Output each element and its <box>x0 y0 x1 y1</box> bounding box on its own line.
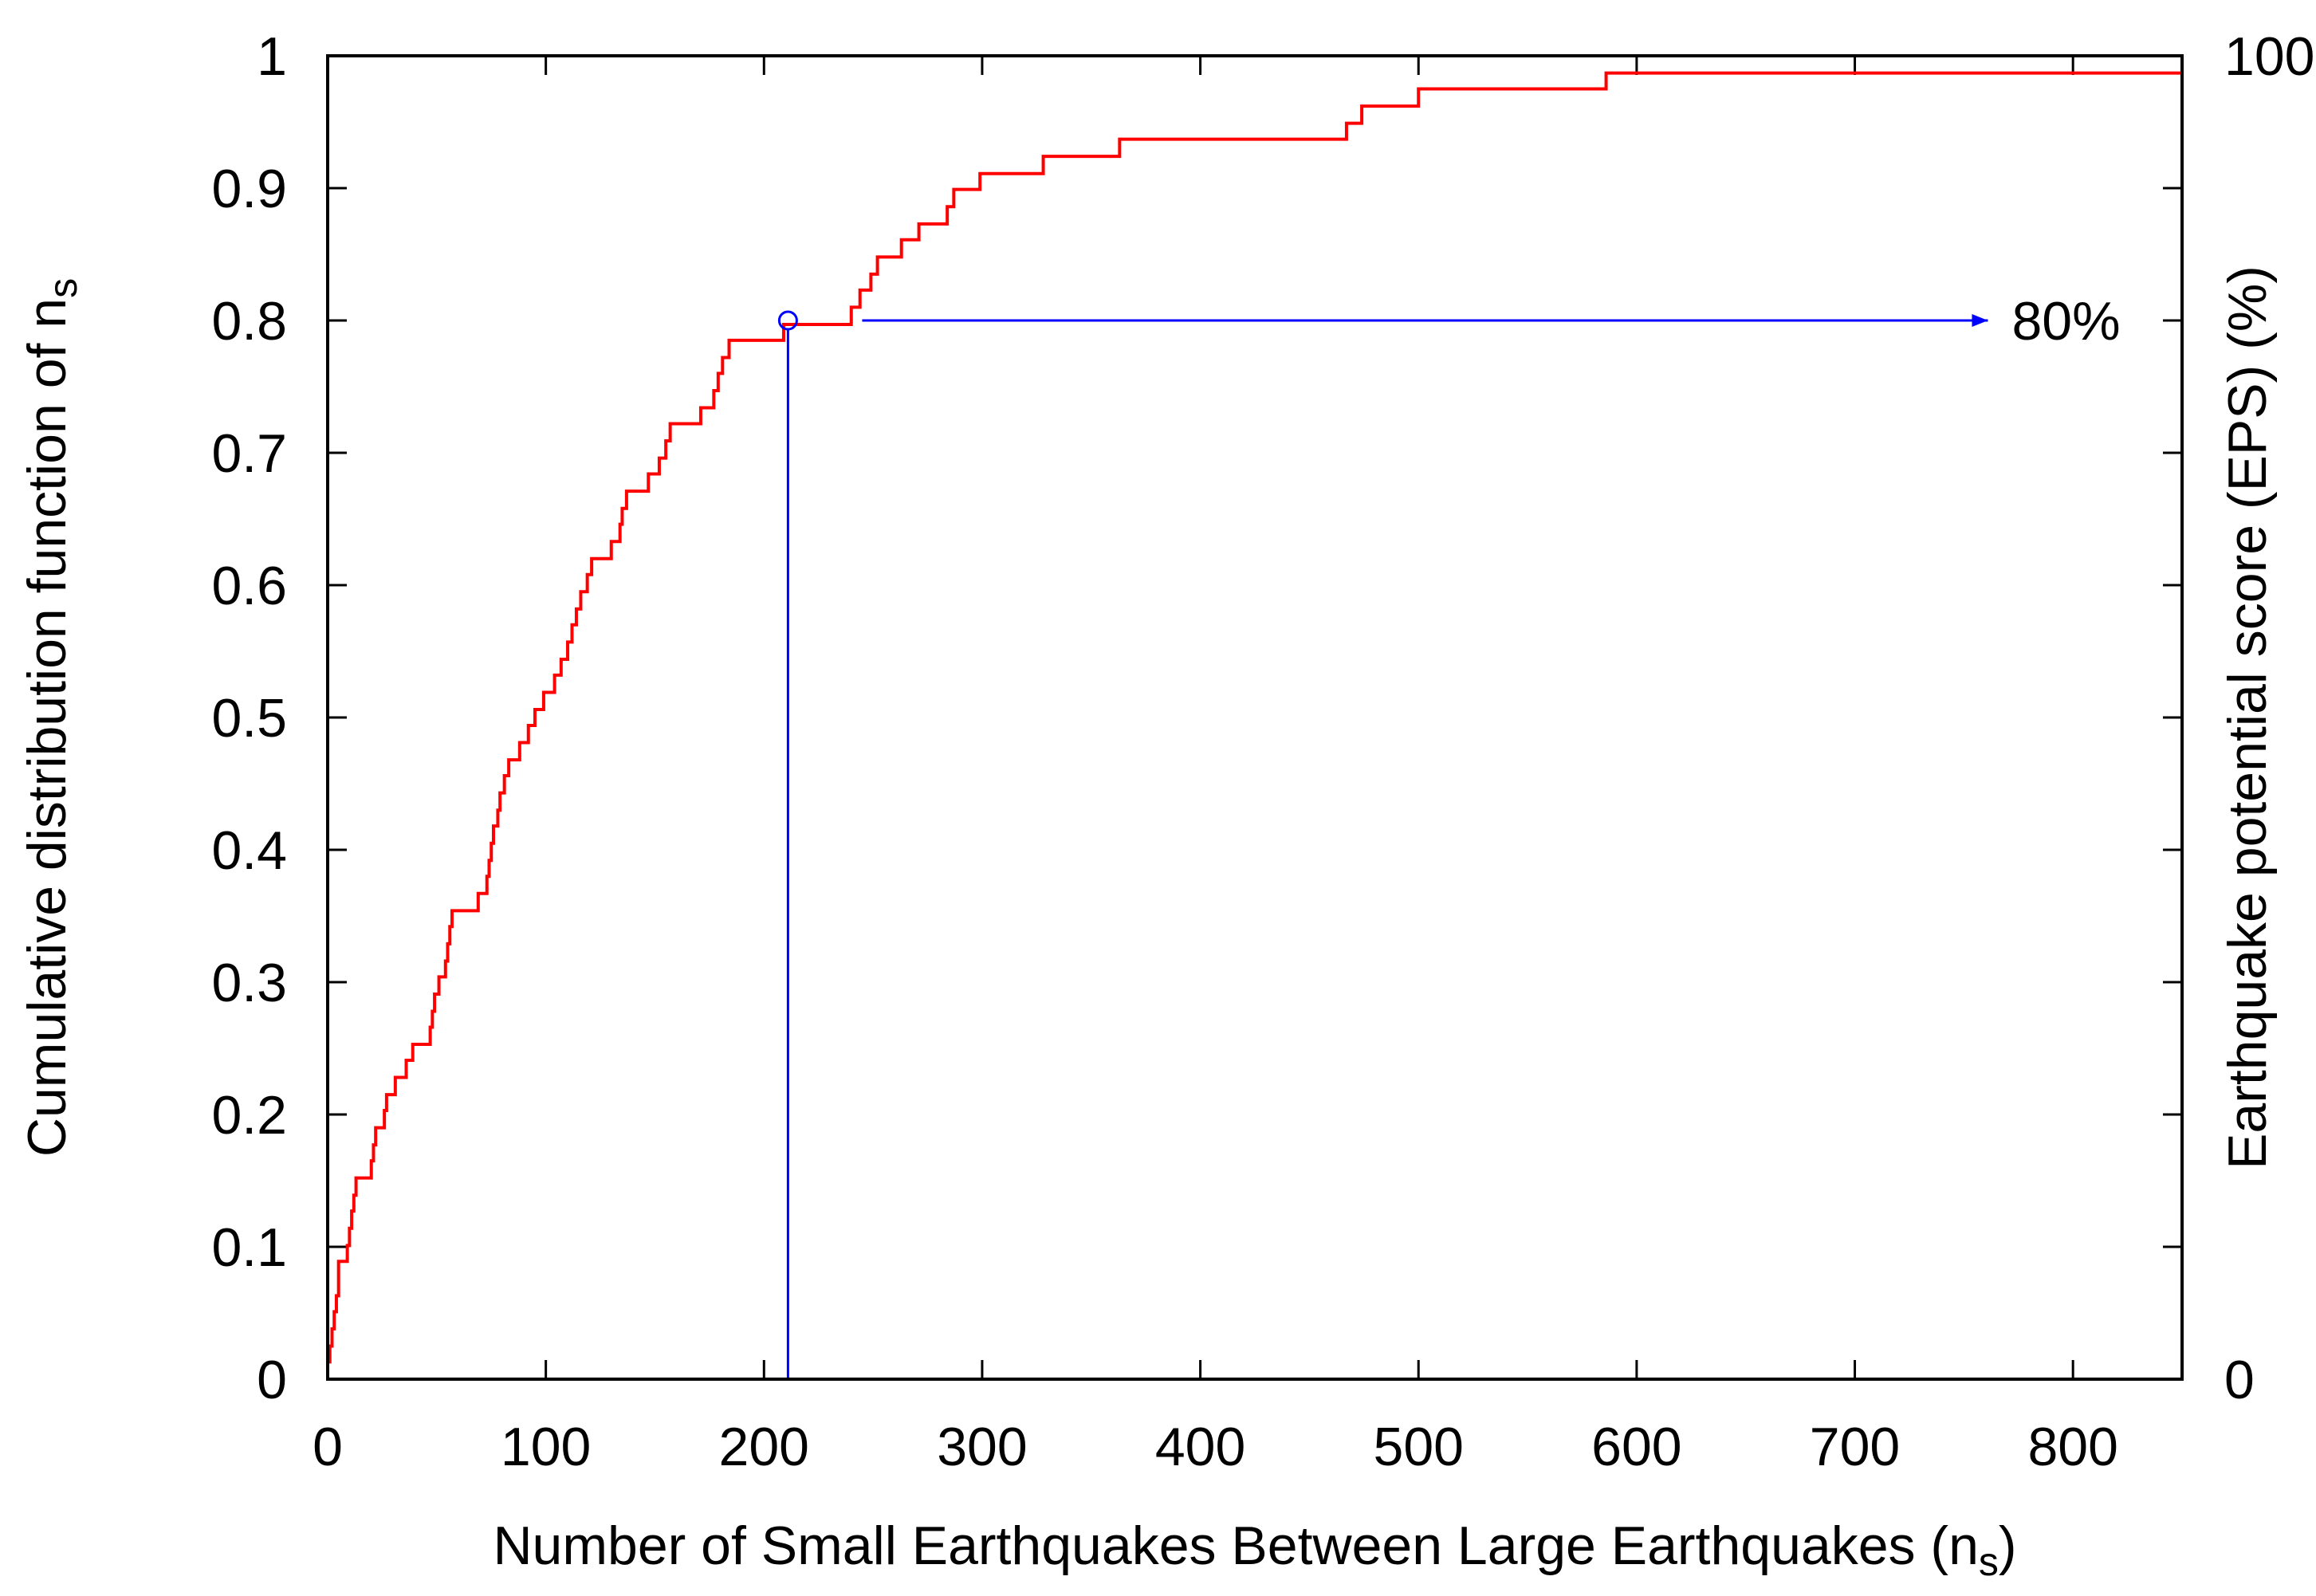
x-axis-label-main: Number of Small Earthquakes Between Larg… <box>493 1515 1978 1576</box>
y-tick-label: 0.2 <box>211 1085 287 1146</box>
y-tick-label: 0.9 <box>211 159 287 219</box>
cdf-step-line <box>326 56 2184 1379</box>
tick-marks <box>326 54 2182 1381</box>
y-axis-label-main: Cumulative distribution function of n <box>17 298 77 1157</box>
x-axis-label-subscript: s <box>1979 1539 1999 1584</box>
y-tick-label: 0.8 <box>211 291 287 352</box>
x-tick-label: 500 <box>1374 1417 1464 1477</box>
y-tick-label: 0.3 <box>211 953 287 1013</box>
y-tick-label: 0.4 <box>211 820 287 881</box>
x-axis-label: Number of Small Earthquakes Between Larg… <box>493 1515 2016 1584</box>
y2-tick-label: 100 <box>2224 26 2314 87</box>
y-tick-label: 0.5 <box>211 688 287 749</box>
x-tick-label: 600 <box>1591 1417 1681 1477</box>
tick-labels: 0 100 200 300 400 500 600 700 800 0 0.1 0.2 0.3 0.4 0.… <box>211 26 2314 1477</box>
y-axis-label-subscript: s <box>41 278 85 298</box>
y2-axis-label: Earthquake potential score (EPS) (%) <box>2217 265 2278 1169</box>
y2-tick-label: 0 <box>2224 1350 2255 1410</box>
series-layer <box>326 56 2184 1379</box>
x-tick-label: 100 <box>501 1417 591 1477</box>
x-tick-label: 400 <box>1155 1417 1245 1477</box>
plot-frame <box>326 54 2184 1381</box>
threshold-marker-circle <box>777 310 798 331</box>
y-tick-label: 0 <box>257 1350 287 1410</box>
x-tick-label: 300 <box>937 1417 1027 1477</box>
x-tick-label: 0 <box>313 1417 343 1477</box>
y-tick-label: 0.7 <box>211 423 287 484</box>
x-tick-label: 700 <box>1810 1417 1900 1477</box>
y-tick-label: 0.6 <box>211 556 287 616</box>
y-tick-label: 0.1 <box>211 1217 287 1278</box>
x-tick-label: 800 <box>2027 1417 2117 1477</box>
x-tick-label: 200 <box>719 1417 809 1477</box>
y-tick-label: 1 <box>257 26 287 87</box>
eps-annotation-label: 80% <box>2011 291 2120 352</box>
annotation-layer: 80% <box>777 291 2121 1379</box>
x-axis-label-tail: ) <box>1999 1515 2017 1576</box>
y-axis-label: Cumulative distribution function of ns <box>17 278 85 1157</box>
